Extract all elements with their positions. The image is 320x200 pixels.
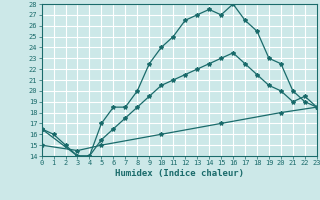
- X-axis label: Humidex (Indice chaleur): Humidex (Indice chaleur): [115, 169, 244, 178]
